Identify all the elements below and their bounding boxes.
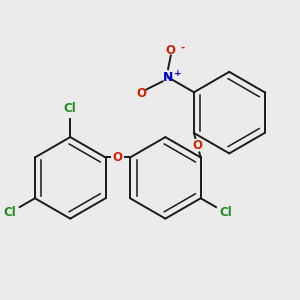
Text: Cl: Cl [4,206,16,219]
Text: O: O [192,139,202,152]
Text: O: O [166,44,176,57]
Text: O: O [136,87,146,100]
Text: -: - [181,42,185,52]
Text: Cl: Cl [64,102,76,115]
Text: N: N [163,71,173,84]
Text: O: O [113,151,123,164]
Text: Cl: Cl [219,206,232,219]
Text: +: + [174,69,182,78]
